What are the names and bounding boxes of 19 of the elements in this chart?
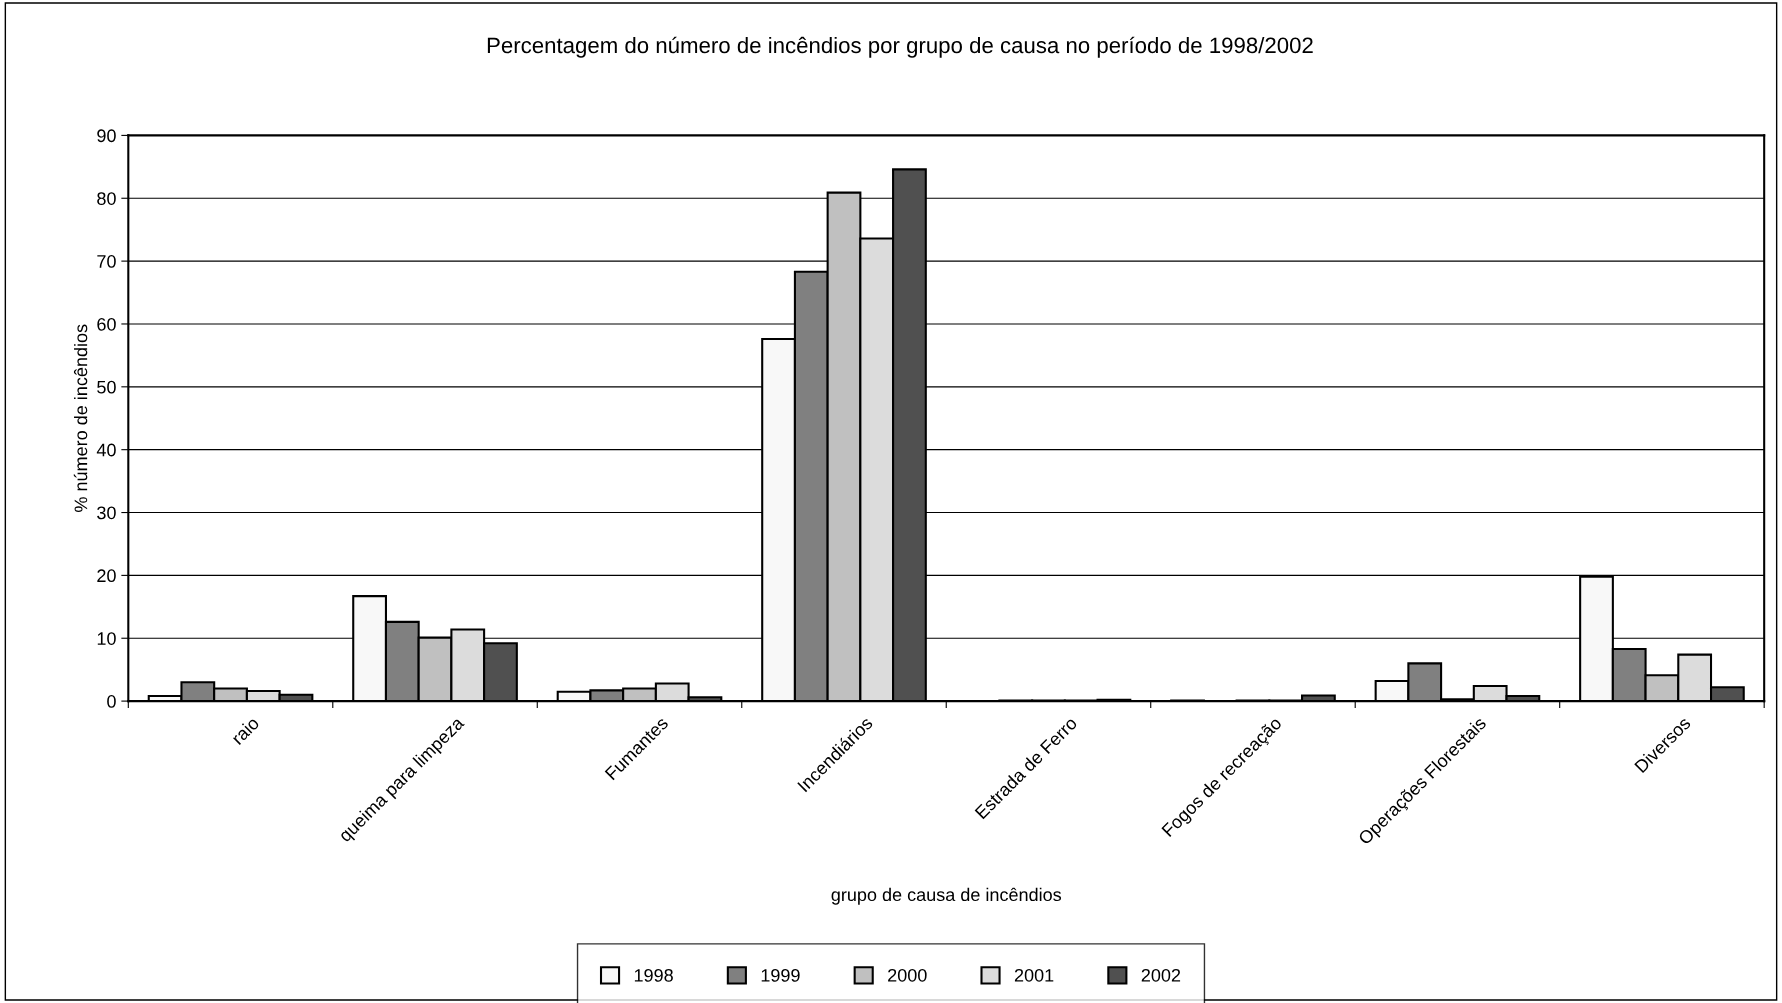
y-tick-label: 80: [97, 192, 116, 205]
legend-label: 2001: [1014, 968, 1054, 982]
legend-label: 1999: [761, 968, 800, 982]
y-tick-label: 40: [96, 443, 116, 457]
chart-title: Percentagem do número de incêndios por grupo de causa no período de 1998/2002: [487, 36, 1313, 58]
legend-label: 2002: [1141, 968, 1181, 982]
y-tick-label: 30: [97, 506, 116, 520]
y-tick-label: 20: [97, 569, 116, 583]
y-tick-label: 10: [97, 632, 116, 645]
y-tick-label: 0: [107, 695, 116, 708]
y-tick-label: 90: [97, 129, 116, 143]
y-axis-title: % número de incêndios: [73, 324, 88, 512]
y-tick-label: 60: [97, 317, 116, 331]
x-tick-label: raio: [230, 715, 260, 746]
legend-label: 2000: [888, 968, 927, 982]
x-axis-title: grupo de causa de incêndios: [831, 887, 1062, 905]
legend-label: 1998: [634, 968, 673, 982]
y-tick-label: 70: [97, 255, 116, 268]
y-tick-label: 50: [97, 380, 116, 394]
